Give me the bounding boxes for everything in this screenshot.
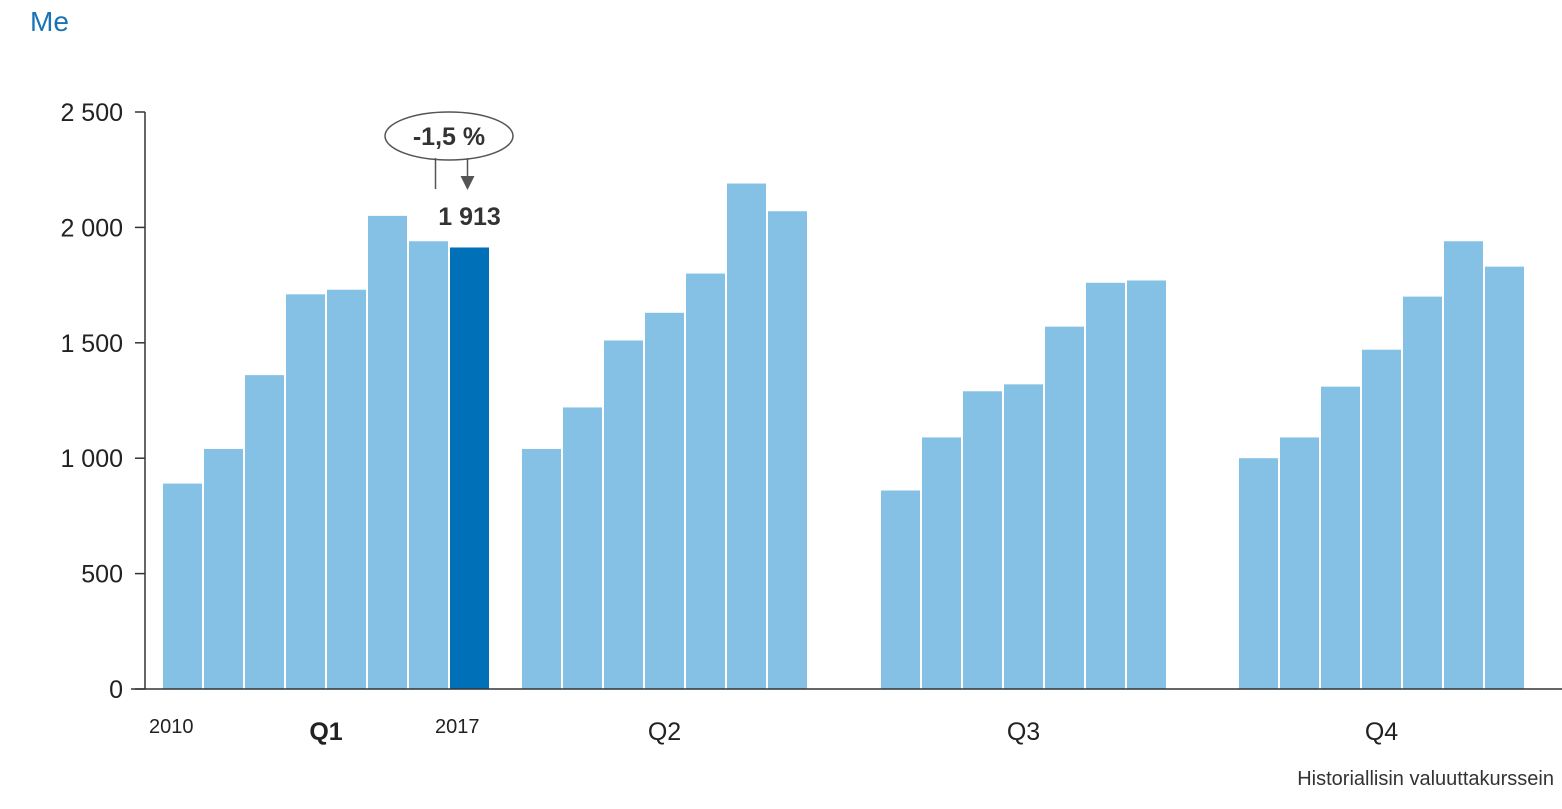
bar bbox=[563, 407, 602, 689]
bar bbox=[327, 289, 366, 689]
x-group-label: Q3 bbox=[1007, 718, 1040, 746]
change-bubble bbox=[384, 111, 514, 161]
bar bbox=[1280, 437, 1319, 689]
bar bbox=[245, 375, 284, 689]
bar bbox=[368, 215, 407, 690]
bar bbox=[768, 211, 807, 689]
y-tick-label: 1 500 bbox=[60, 330, 123, 358]
y-tick-label: 1 000 bbox=[60, 445, 123, 473]
bar bbox=[1362, 349, 1401, 689]
bar bbox=[1239, 458, 1278, 689]
x-group-label: Q4 bbox=[1365, 718, 1398, 746]
bar bbox=[645, 312, 684, 689]
year-label-last: 2017 bbox=[435, 716, 480, 738]
year-label-first: 2010 bbox=[149, 716, 194, 738]
change-annotation: -1,5 % 1 913 bbox=[384, 111, 514, 231]
bar bbox=[727, 183, 766, 689]
bar bbox=[1321, 386, 1360, 689]
bar bbox=[1444, 241, 1483, 690]
x-group-label: Q1 bbox=[309, 718, 342, 746]
y-tick-label: 2 000 bbox=[60, 214, 123, 242]
bar bbox=[522, 448, 561, 689]
bar bbox=[286, 294, 325, 689]
bar bbox=[963, 391, 1002, 689]
x-axis-labels: Q1 Q2 Q3 Q4 2010 2017 bbox=[149, 716, 1398, 746]
bar bbox=[1004, 384, 1043, 689]
arrow-head bbox=[460, 176, 475, 190]
bar bbox=[922, 437, 961, 689]
y-tick-label: 500 bbox=[81, 561, 123, 589]
y-tick-label: 2 500 bbox=[60, 99, 123, 127]
bar bbox=[604, 340, 643, 689]
unit-label: Me bbox=[30, 6, 69, 37]
bar bbox=[686, 273, 725, 689]
bar bbox=[409, 241, 448, 690]
change-label: -1,5 % bbox=[413, 123, 485, 151]
bars-layer bbox=[163, 183, 1524, 690]
footnote: Historiallisin valuuttakurssein bbox=[1297, 768, 1554, 790]
x-group-label: Q2 bbox=[648, 718, 681, 746]
bar bbox=[1485, 266, 1524, 689]
highlight-value-label: 1 913 bbox=[438, 203, 501, 231]
bar bbox=[881, 490, 920, 689]
bar bbox=[1086, 282, 1125, 689]
bar bbox=[163, 483, 202, 689]
y-axis-ticks: 0 500 1 000 1 500 2 000 2 500 bbox=[60, 99, 145, 704]
bar bbox=[1403, 296, 1442, 689]
bar bbox=[204, 448, 243, 689]
bar-highlighted bbox=[450, 247, 489, 689]
bar bbox=[1127, 280, 1166, 689]
y-tick-label: 0 bbox=[109, 676, 123, 704]
bar bbox=[1045, 326, 1084, 689]
